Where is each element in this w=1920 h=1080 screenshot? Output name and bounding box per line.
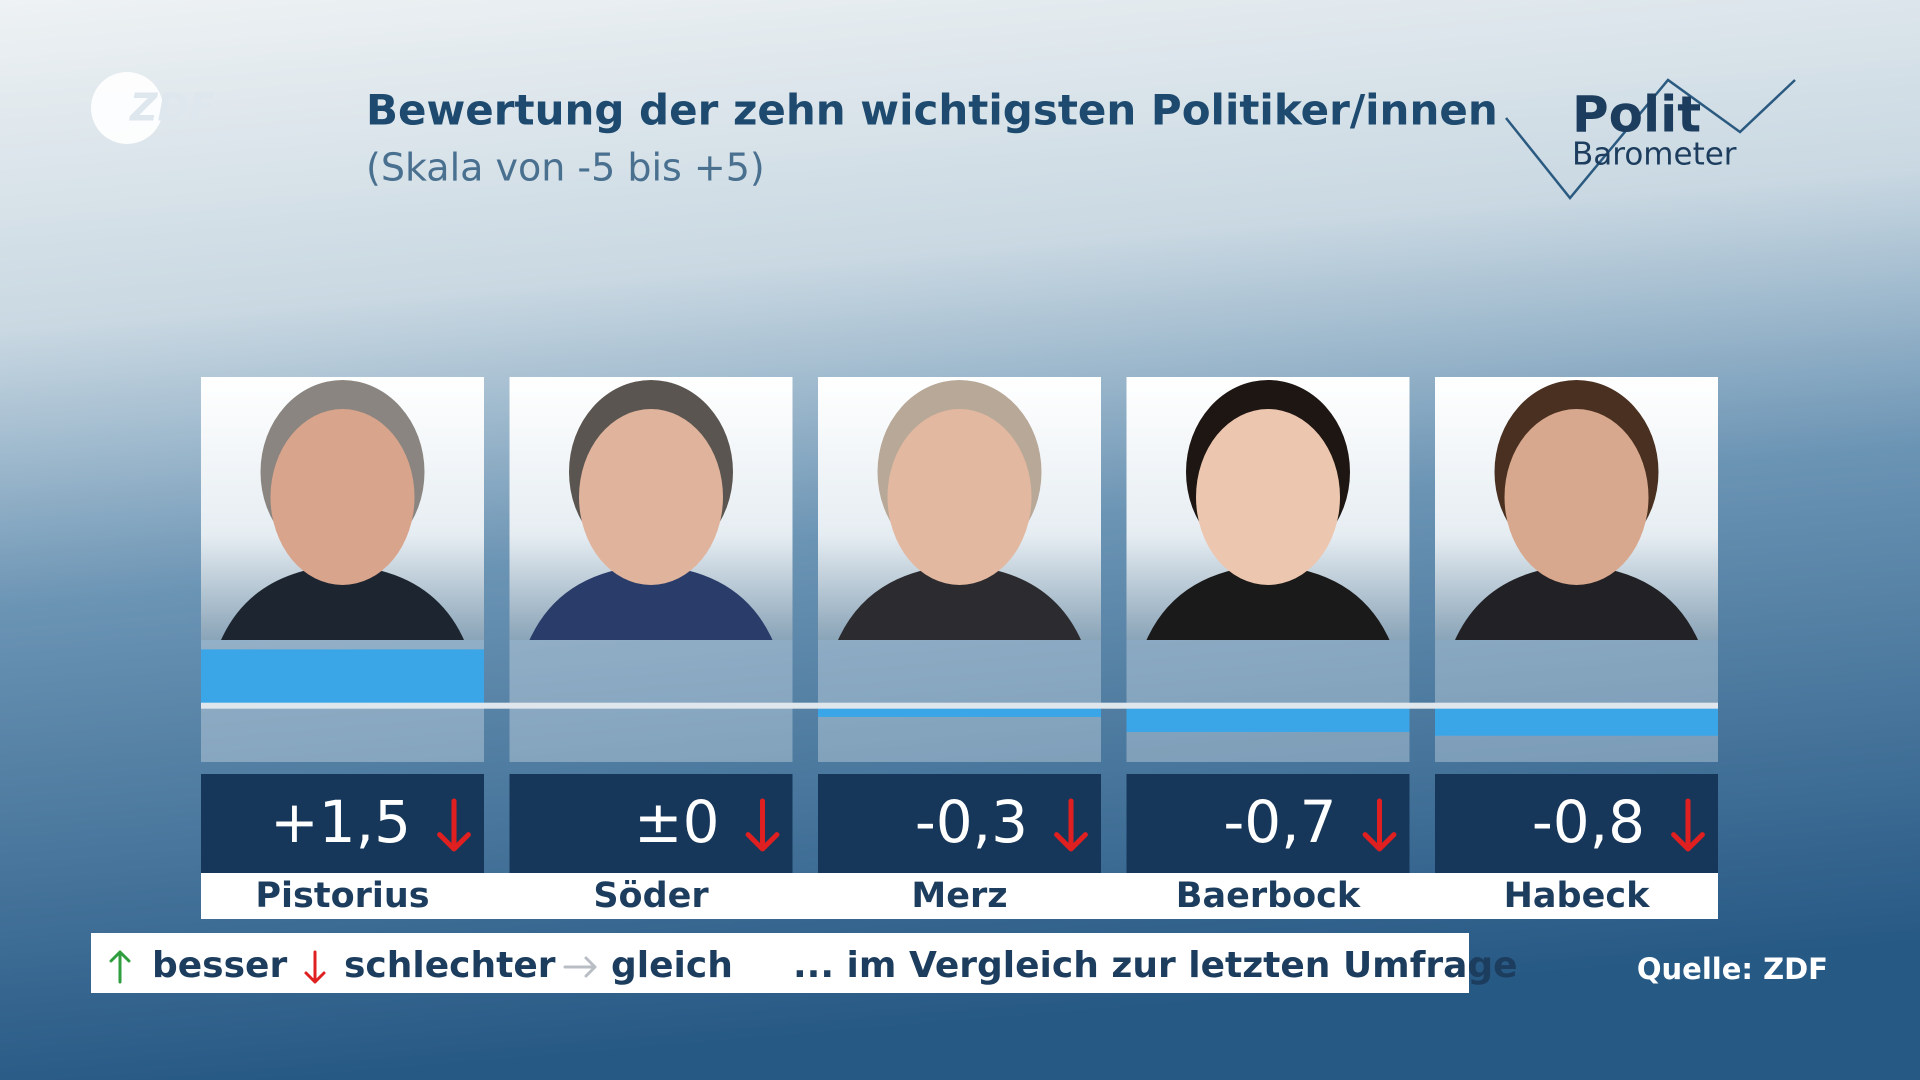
bar — [1126, 705, 1410, 732]
politbarometer-brand: Polit — [1572, 86, 1701, 144]
value-box — [1435, 774, 1718, 873]
zero-line — [201, 702, 1718, 709]
value-label: -0,8 — [1532, 788, 1645, 856]
trend-arrow — [109, 950, 131, 984]
legend-note: ... im Vergleich zur letzten Umfrage — [793, 945, 1518, 986]
portrait-face — [887, 409, 1032, 585]
portrait-body — [529, 565, 773, 640]
bar — [201, 649, 484, 706]
value-label: -0,7 — [1223, 788, 1336, 856]
legend-box — [91, 933, 1469, 993]
legend-label: besser — [152, 945, 287, 986]
legend-label: schlechter — [344, 945, 556, 986]
value-box — [201, 774, 484, 873]
value-label: -0,3 — [915, 788, 1028, 856]
source: Quelle: ZDF — [1637, 952, 1828, 986]
portrait-face — [1504, 409, 1649, 585]
value-box — [818, 774, 1101, 873]
trend-arrow — [745, 798, 780, 852]
portrait-body — [1455, 565, 1698, 640]
portrait-body — [838, 565, 1081, 640]
category-label: Merz — [911, 876, 1007, 916]
bar — [818, 705, 1101, 717]
category-label: Baerbock — [1176, 876, 1361, 916]
value-label: +1,5 — [270, 788, 411, 856]
trend-arrow — [1671, 798, 1705, 852]
trend-arrow — [1362, 798, 1397, 852]
politbarometer-brand: Barometer — [1572, 137, 1737, 173]
portrait-face — [1196, 409, 1340, 585]
chart-subtitle: (Skala von -5 bis +5) — [366, 146, 765, 190]
value-box — [509, 774, 793, 873]
bar-track — [1126, 640, 1410, 762]
category-label: Habeck — [1504, 876, 1650, 916]
category-label: Pistorius — [255, 876, 429, 916]
zdf-logo: ZDF — [129, 86, 215, 130]
chart-title: Bewertung der zehn wichtigsten Politiker… — [366, 86, 1498, 135]
name-strip — [201, 873, 1718, 919]
bar-track — [818, 640, 1101, 762]
portrait-face — [270, 409, 415, 585]
value-box — [1126, 774, 1410, 873]
portrait-face — [579, 409, 723, 585]
bar-track — [1435, 640, 1718, 762]
zdf-logo-circle — [91, 72, 163, 144]
portrait-body — [1146, 565, 1390, 640]
value-label: ±0 — [634, 788, 720, 856]
bar-track — [509, 640, 793, 762]
bar — [1435, 705, 1718, 736]
politbarometer-zigzag — [1505, 78, 1796, 200]
trend-arrow — [304, 950, 326, 984]
trend-arrow — [437, 798, 471, 852]
trend-arrow — [563, 956, 597, 978]
trend-arrow — [1054, 798, 1088, 852]
legend-label: gleich — [611, 945, 733, 986]
portrait-body — [221, 565, 464, 640]
category-label: Söder — [593, 876, 709, 916]
